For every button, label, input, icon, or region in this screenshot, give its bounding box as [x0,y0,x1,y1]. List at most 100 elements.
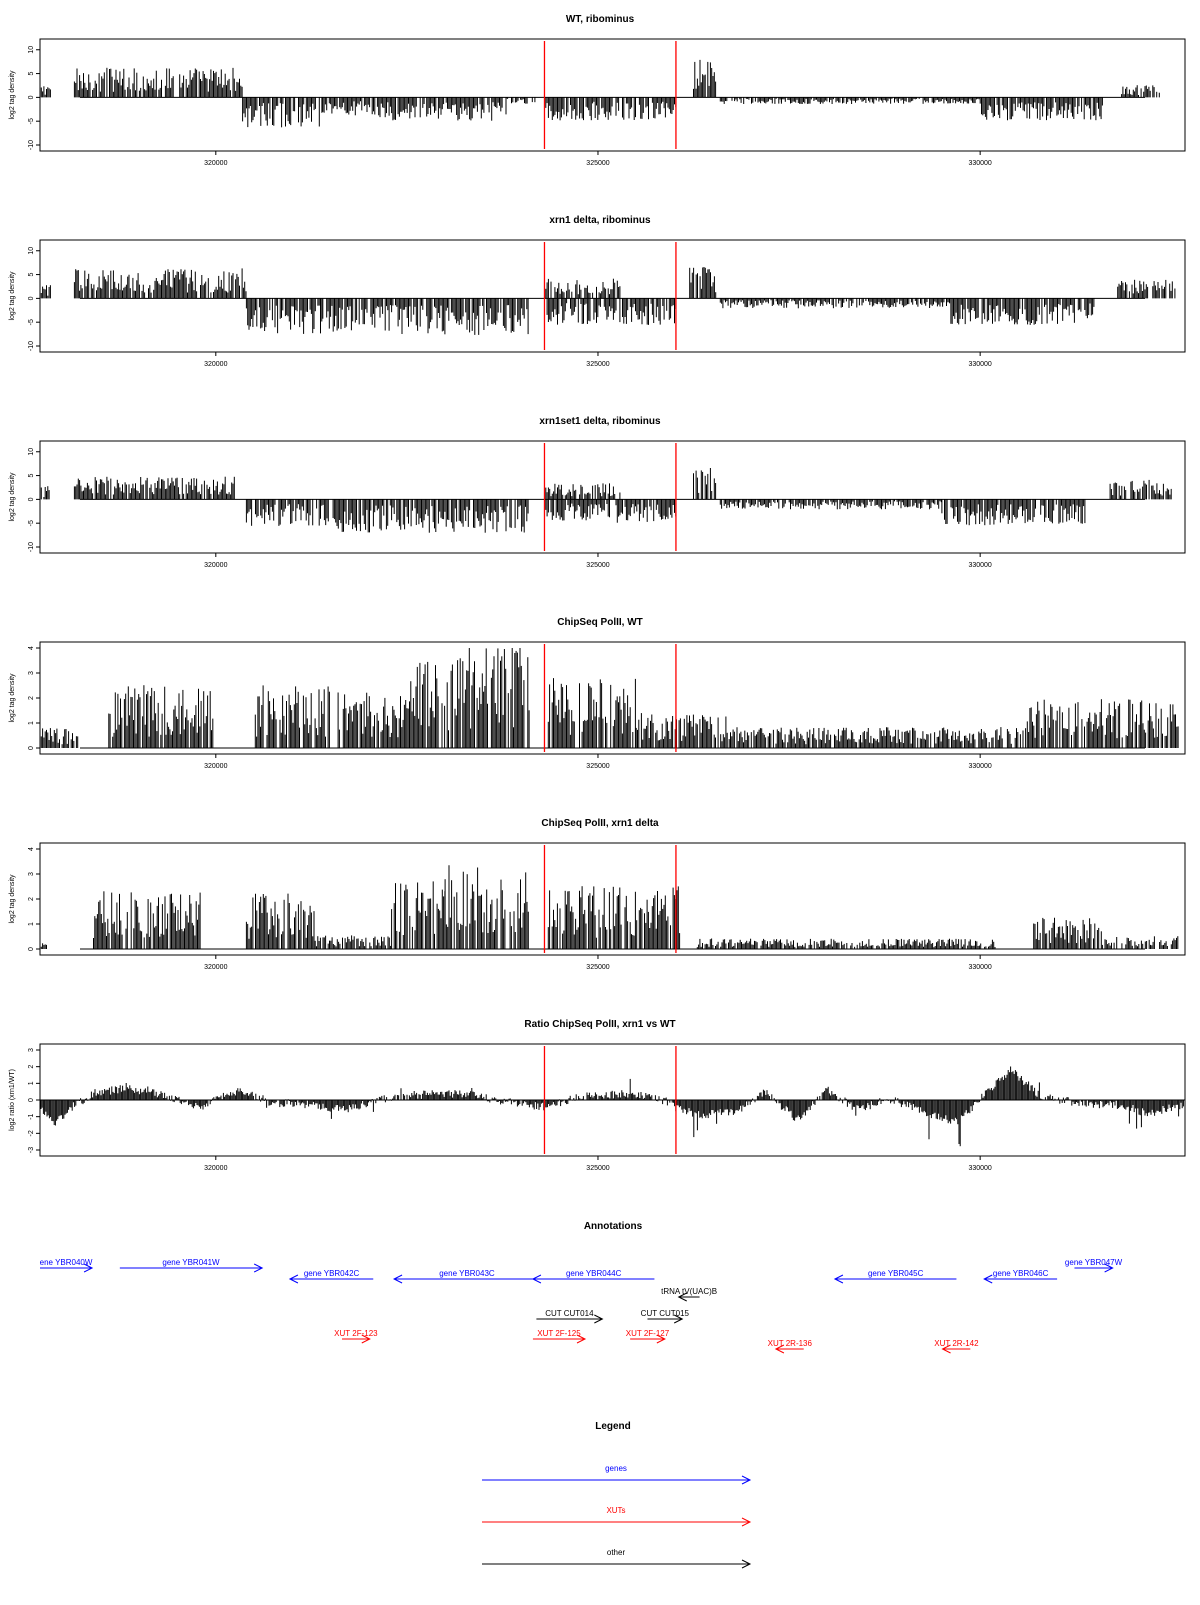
feature-arrow-head [656,1334,666,1344]
x-tick-label: 325000 [586,1165,609,1172]
y-tick-label: -5 [28,319,35,325]
y-tick-label: -5 [28,520,35,526]
y-tick-label: -10 [28,341,35,351]
feature-label: gene YBR046C [993,1269,1049,1278]
y-tick-label: 3 [28,1048,35,1052]
y-tick-label: 0 [28,947,35,951]
legend-arrow-head [741,1559,752,1569]
y-tick-label: 2 [28,897,35,901]
x-tick-label: 330000 [968,763,991,770]
y-axis-label: log2 tag density [9,673,16,723]
feature-arrow-head [677,1292,687,1302]
y-axis-label: log2 tag density [9,874,16,924]
x-tick-label: 320000 [204,562,227,569]
legend-title: Legend [595,1421,631,1432]
feature-arrow-head [594,1314,604,1324]
feature-label: gene YBR045C [868,1269,924,1278]
panel-title: xrn1set1 delta, ribominus [539,416,661,427]
feature-label: gene YBR043C [439,1269,495,1278]
feature-arrow-head [576,1334,587,1344]
plot-frame [39,842,1186,956]
y-tick-label: 4 [28,646,35,650]
panel-title: ChipSeq PolII, WT [557,617,643,628]
feature-label: XUT 2R-136 [768,1339,813,1348]
feature-label: ene YBR040W [40,1258,93,1267]
y-tick-label: 2 [28,1065,35,1069]
legend-label: other [607,1548,626,1557]
feature-arrow-head [983,1274,993,1284]
panel-title: Ratio ChipSeq PolII, xrn1 vs WT [524,1019,675,1030]
y-tick-label: 0 [28,296,35,300]
y-tick-label: 0 [28,497,35,501]
signal-series [40,1066,1184,1147]
feature-label: tRNA tV(UAC)B [661,1287,717,1296]
panel-chipseq-polii-xrn1-delta: ChipSeq PolII, xrn1 delta 0 1 2 3 4 log2 tag … [9,818,1186,971]
feature-arrow-head [253,1263,264,1273]
y-tick-label: 1 [28,721,35,725]
legend: Legend genes XUTs other [482,1421,752,1569]
annotations-track: Annotations ene YBR040W gene YBR041W gene … [40,1221,1123,1354]
x-tick-label: 325000 [586,964,609,971]
x-tick-label: 325000 [586,763,609,770]
y-axis-label: log2 tag density [9,271,16,321]
y-tick-label: -1 [28,1113,35,1119]
x-tick-label: 330000 [968,1165,991,1172]
feature-arrow-head [941,1344,951,1354]
x-tick-label: 320000 [204,160,227,167]
x-tick-label: 325000 [586,361,609,368]
feature-arrow-head [531,1274,542,1284]
feature-arrow-head [833,1274,844,1284]
feature-label: gene YBR042C [304,1269,360,1278]
feature-arrow-head [673,1314,684,1324]
y-tick-label: 3 [28,872,35,876]
y-tick-label: 1 [28,922,35,926]
x-tick-label: 320000 [204,361,227,368]
feature-label: gene YBR047W [1065,1258,1123,1267]
y-tick-label: 0 [28,95,35,99]
feature-arrow-head [361,1334,371,1344]
y-tick-label: -3 [28,1147,35,1153]
y-axis-label: log2 ratio (xrn1/WT) [9,1069,16,1131]
y-tick-label: 5 [28,273,35,277]
y-axis-label: log2 tag density [9,472,16,522]
y-tick-label: 10 [28,247,35,255]
feature-label: XUT 2F-127 [626,1329,670,1338]
panel-chipseq-polii-wt: ChipSeq PolII, WT 0 1 2 3 4 log2 tag density 3… [9,617,1186,770]
feature-label: XUT 2F-123 [334,1329,378,1338]
panel-xrn1-delta-ribominus: xrn1 delta, ribominus -10 -5 0 5 10 log2 tag … [9,215,1186,368]
feature-arrow-head [1104,1263,1114,1273]
y-tick-label: 4 [28,847,35,851]
signal-series [39,648,1179,748]
y-tick-label: -10 [28,140,35,150]
x-tick-label: 330000 [968,160,991,167]
y-tick-label: -10 [28,542,35,552]
feature-arrow-head [392,1274,403,1284]
y-tick-label: 10 [28,46,35,54]
panel-title: WT, ribominus [566,14,635,25]
x-tick-label: 320000 [204,1165,227,1172]
y-tick-label: 1 [28,1081,35,1085]
y-tick-label: 5 [28,72,35,76]
signal-series [39,59,1160,128]
panel-title: ChipSeq PolII, xrn1 delta [541,818,659,829]
x-tick-label: 320000 [204,964,227,971]
y-tick-label: -2 [28,1130,35,1136]
panel-ratio-chipseq: Ratio ChipSeq PolII, xrn1 vs WT -3 -2 -1 0 1… [9,1019,1186,1172]
feature-label: XUT 2R-142 [934,1339,979,1348]
feature-label: gene YBR041W [162,1258,220,1267]
feature-arrow-head [774,1344,785,1354]
panel-title: xrn1 delta, ribominus [549,215,651,226]
feature-arrow-head [83,1263,94,1273]
panel-xrn1set1-delta-ribominus: xrn1set1 delta, ribominus -10 -5 0 5 10 log2 … [9,416,1186,569]
feature-label: gene YBR044C [566,1269,622,1278]
panel-wt-ribominus: WT, ribominus -10 -5 0 5 10 log2 tag density 3… [9,14,1186,167]
y-tick-label: 10 [28,448,35,456]
x-tick-label: 325000 [586,160,609,167]
feature-arrow-head [288,1274,299,1284]
legend-label: genes [605,1464,627,1473]
y-tick-label: 5 [28,474,35,478]
x-tick-label: 330000 [968,361,991,368]
x-tick-label: 330000 [968,964,991,971]
y-tick-label: 3 [28,671,35,675]
